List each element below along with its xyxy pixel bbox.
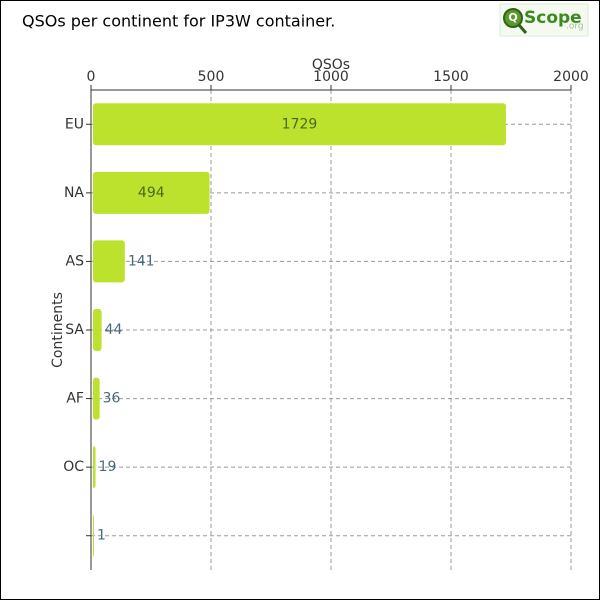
x-tick-label: 2000 <box>553 69 589 85</box>
y-tick-label: AS <box>66 253 85 269</box>
x-tick-label: 1500 <box>433 69 469 85</box>
x-tick-label: 1000 <box>313 69 349 85</box>
value-label: 36 <box>103 391 121 407</box>
bar <box>93 171 210 214</box>
logo-domain: .org <box>566 22 584 32</box>
bar <box>93 240 125 283</box>
logo: Q Scope .org <box>499 3 589 37</box>
bar <box>93 377 100 420</box>
y-tick-label: NA <box>64 185 84 201</box>
logo-lens <box>503 8 523 28</box>
logo-mark: Q <box>508 11 517 24</box>
value-label: 1 <box>97 528 106 544</box>
y-axis-label: Continents <box>50 292 66 368</box>
y-tick-label: SA <box>65 322 84 338</box>
value-label: 44 <box>105 322 123 338</box>
y-tick-label: AF <box>66 391 84 407</box>
bar <box>93 514 94 557</box>
bar <box>93 309 102 351</box>
value-label: 141 <box>128 253 155 269</box>
y-tick-label: OC <box>63 459 84 475</box>
y-tick-label: EU <box>65 116 84 132</box>
logo-name: Scope <box>524 8 582 28</box>
x-tick-label: 0 <box>87 69 96 85</box>
chart-title: QSOs per continent for IP3W container. <box>22 12 335 31</box>
value-label: 1729 <box>282 116 318 132</box>
x-tick-label: 500 <box>198 69 225 85</box>
bar <box>93 103 506 146</box>
x-axis-label: QSOs <box>312 57 350 73</box>
value-label: 494 <box>138 185 165 201</box>
logo-handle <box>517 24 528 34</box>
value-label: 19 <box>99 459 117 475</box>
bar <box>93 446 96 489</box>
